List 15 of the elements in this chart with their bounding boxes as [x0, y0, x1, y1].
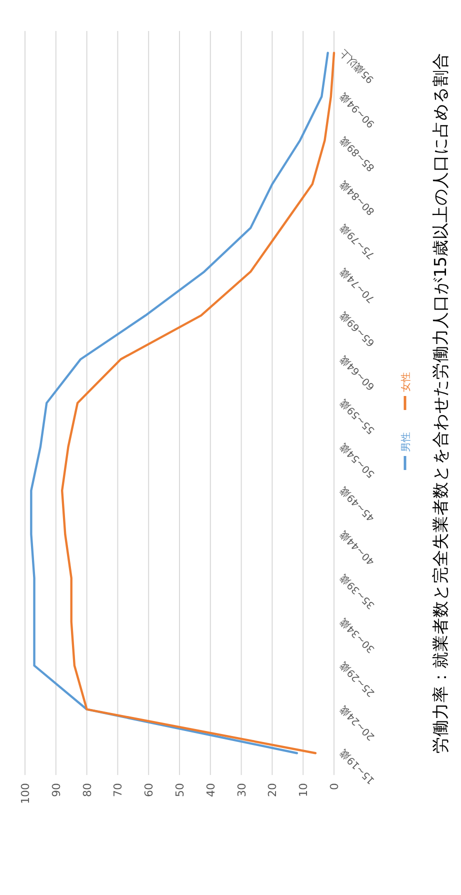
- x-tick-label: 10: [297, 783, 310, 797]
- x-tick-label: 60: [142, 783, 156, 797]
- text: 女性: [400, 372, 412, 392]
- x-tick-label: 70: [112, 783, 125, 797]
- x-tick-label: 0: [328, 783, 341, 790]
- y-tick-label: 95歳以上: [338, 46, 376, 86]
- x-tick-label: 90: [50, 783, 63, 797]
- x-tick-label: 30: [235, 783, 248, 797]
- x-tick-label: 40: [204, 783, 218, 797]
- x-tick-label: 50: [174, 783, 186, 797]
- text: 労働力率：就業者数と完全失業者数とを合わせた労働力人口が15歳以上の人口に占める割合: [431, 52, 450, 754]
- text: 男性: [400, 432, 412, 452]
- x-tick-label: 100: [19, 783, 32, 804]
- x-tick-label: 20: [266, 783, 280, 797]
- x-tick-label: 80: [80, 783, 94, 797]
